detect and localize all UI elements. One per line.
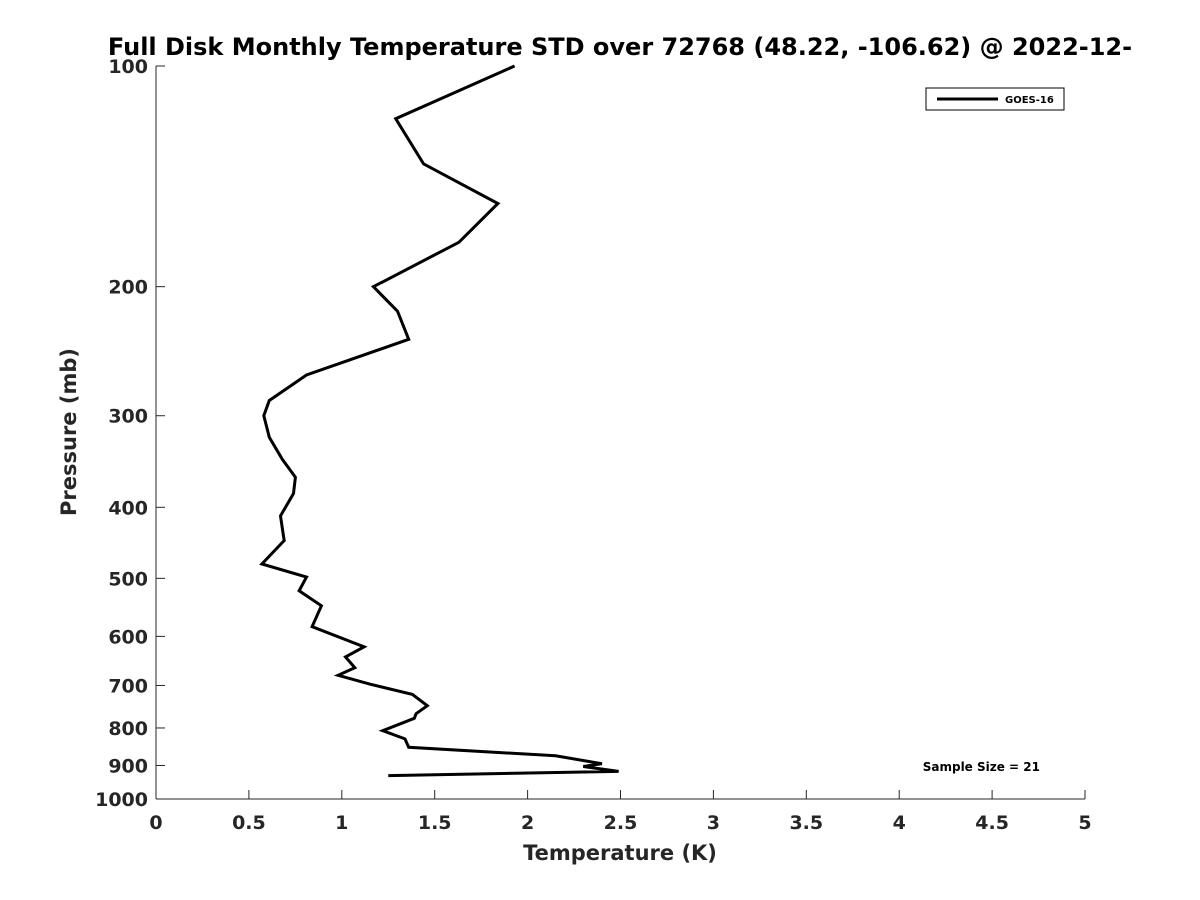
y-tick-label: 500 — [108, 568, 148, 590]
x-tick-label: 1 — [335, 812, 348, 834]
y-tick-label: 400 — [108, 497, 148, 519]
y-tick-label: 100 — [108, 56, 148, 78]
x-tick-label: 4 — [893, 812, 906, 834]
legend: GOES-16 — [925, 87, 1065, 111]
y-tick-label: 700 — [108, 675, 148, 697]
x-tick-label: 0 — [149, 812, 162, 834]
x-tick-label: 1.5 — [418, 812, 452, 834]
series-line-goes-16 — [259, 64, 619, 778]
x-tick-label: 3.5 — [789, 812, 823, 834]
y-tick-label: 200 — [108, 277, 148, 299]
y-tick-label: 600 — [108, 626, 148, 648]
x-tick-label: 2.5 — [604, 812, 638, 834]
x-tick-label: 5 — [1078, 812, 1091, 834]
x-axis-ticks: 0 0.5 1 1.5 2 2.5 3 3.5 4 4.5 5 — [149, 790, 1092, 834]
chart-title: Full Disk Monthly Temperature STD over 7… — [108, 33, 1132, 61]
y-tick-label: 300 — [108, 406, 148, 428]
sample-size-annotation: Sample Size = 21 — [923, 760, 1040, 774]
y-tick-label: 900 — [108, 755, 148, 777]
x-tick-label: 2 — [521, 812, 534, 834]
x-tick-label: 4.5 — [975, 812, 1009, 834]
legend-label-goes-16: GOES-16 — [1005, 95, 1054, 106]
y-axis-label: Pressure (mb) — [57, 348, 81, 516]
x-axis-label: Temperature (K) — [523, 841, 717, 865]
series-group — [259, 64, 619, 778]
y-axis-ticks: 100 200 300 400 500 600 700 800 900 1000 — [95, 56, 165, 811]
y-tick-label: 800 — [108, 718, 148, 740]
plot-area — [156, 66, 1085, 799]
x-tick-label: 0.5 — [232, 812, 266, 834]
x-tick-label: 3 — [707, 812, 720, 834]
y-tick-label: 1000 — [95, 789, 148, 811]
